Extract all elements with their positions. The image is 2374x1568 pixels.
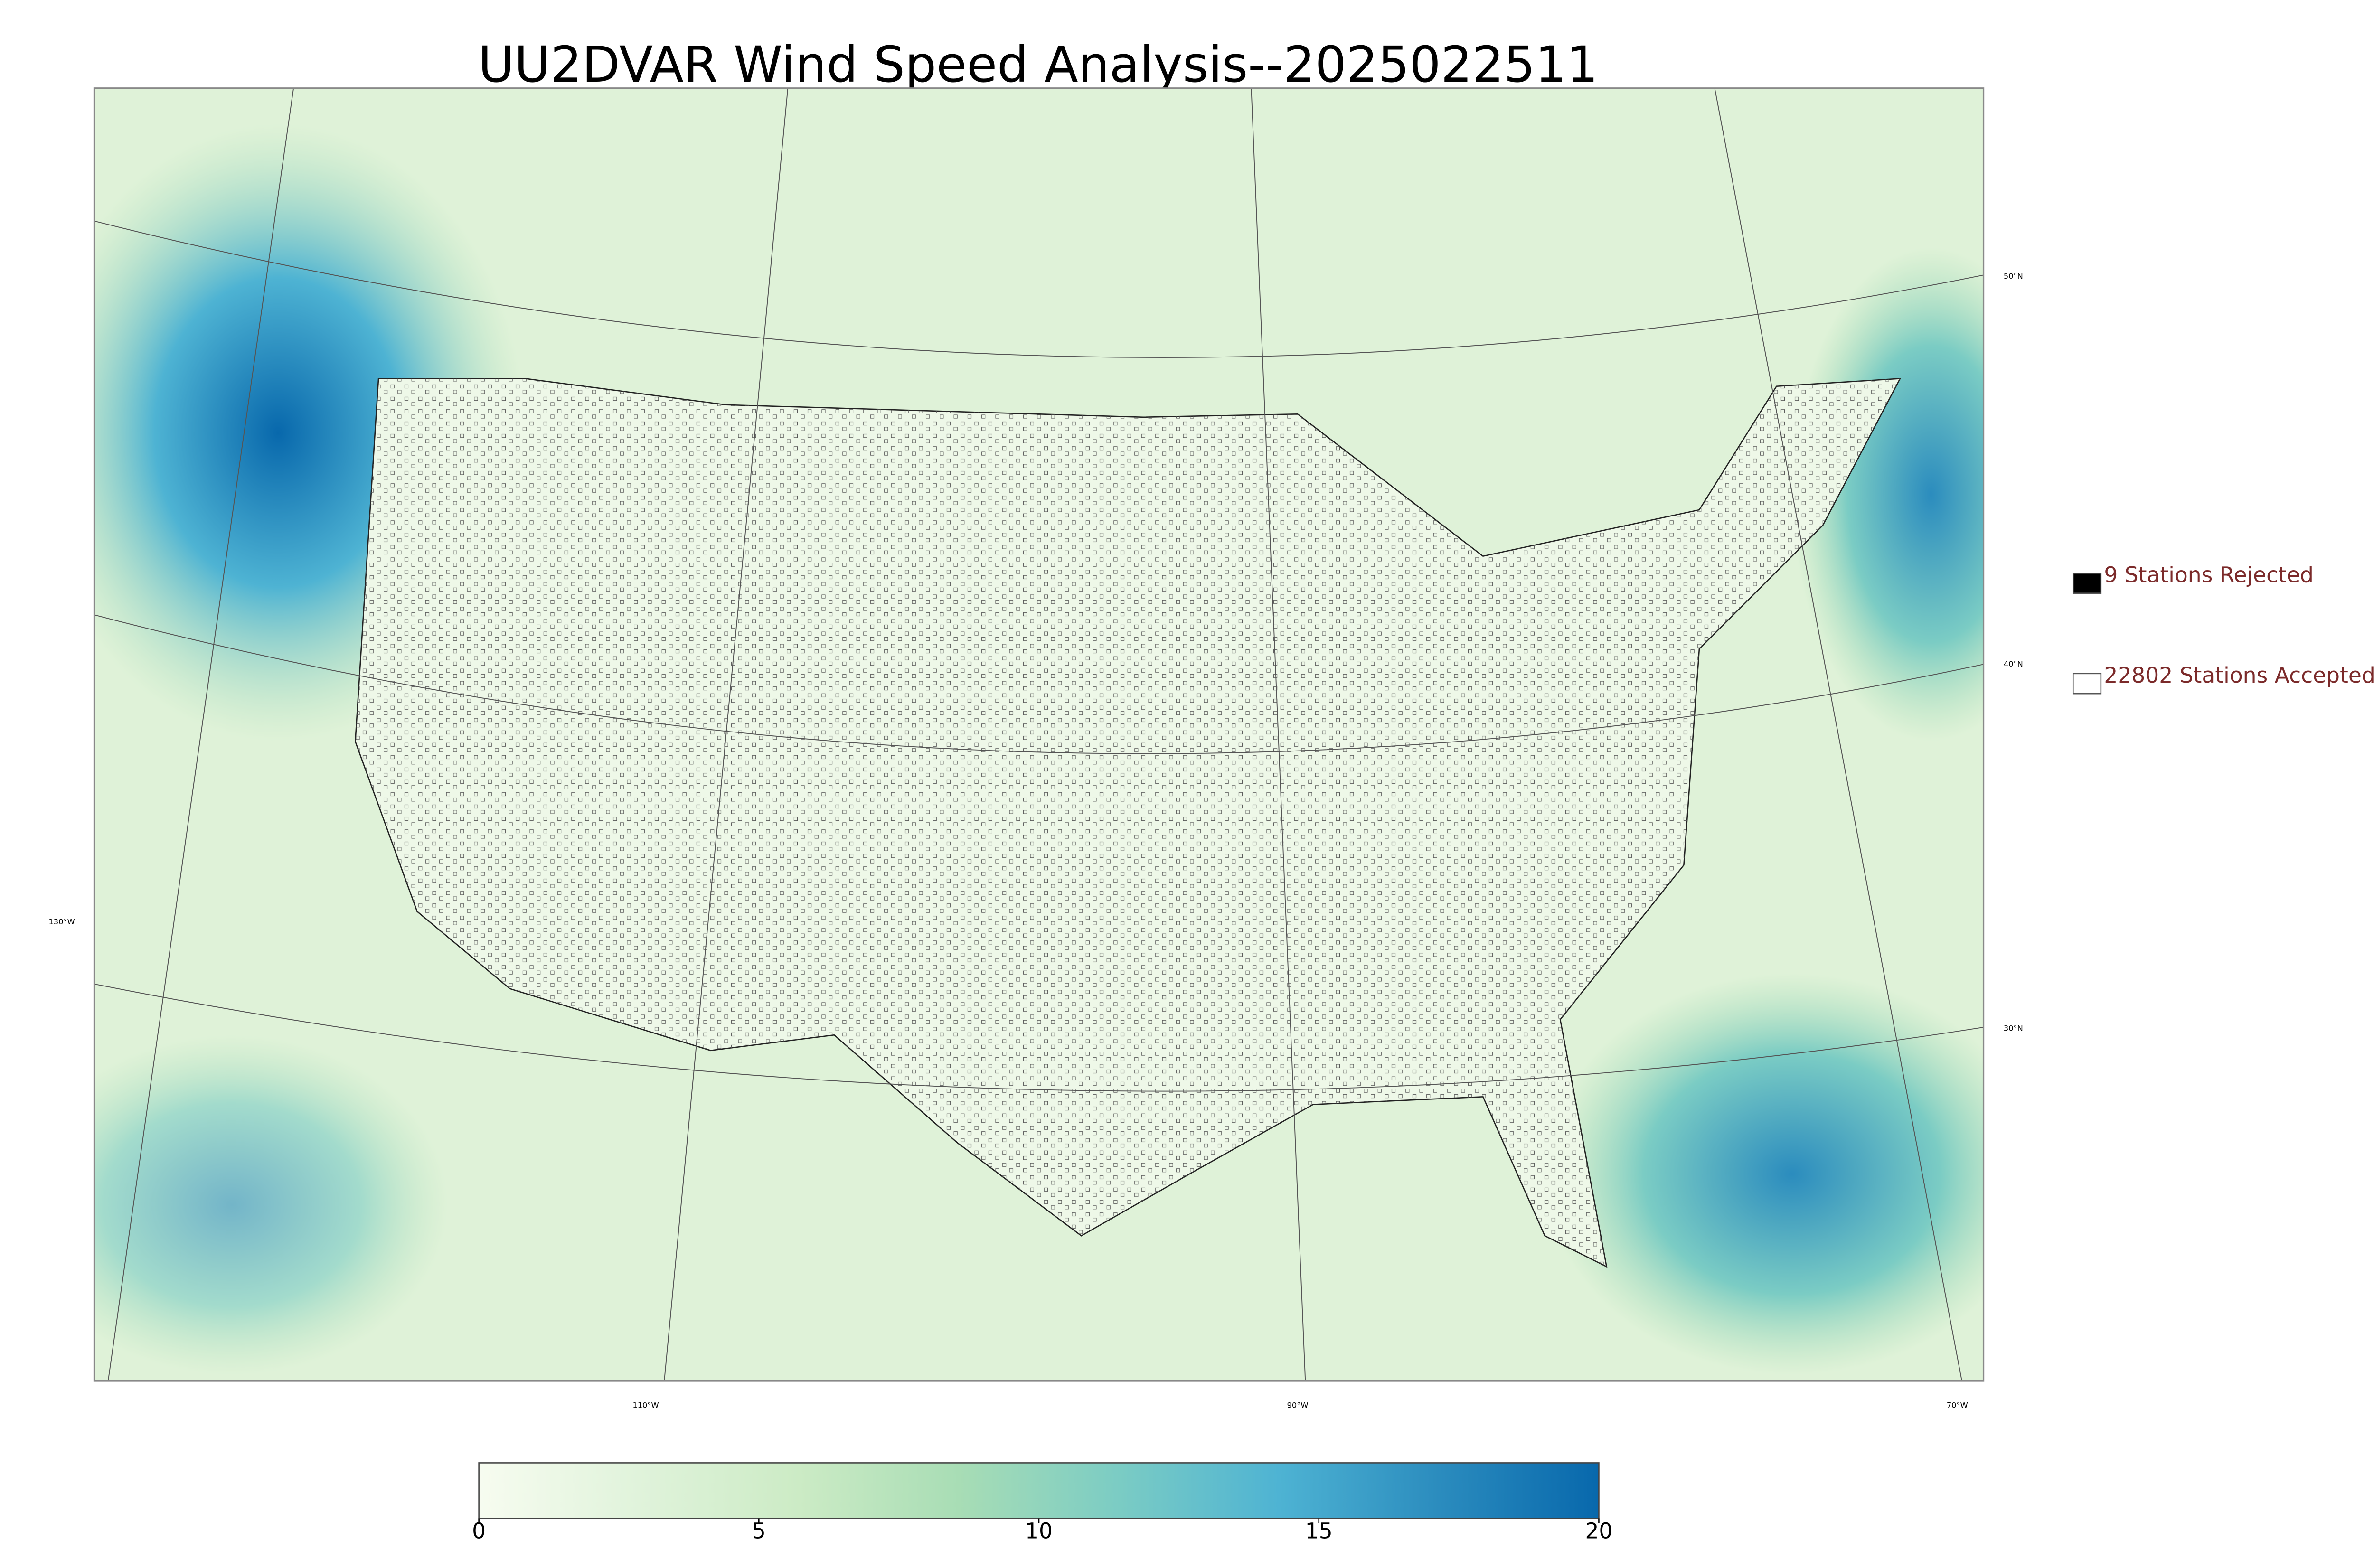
legend-swatch [2072,573,2102,594]
lon-label: 90°W [1287,1401,1309,1410]
map [94,88,1984,1381]
title: UU2DVAR Wind Speed Analysis--2025022511 [478,36,1598,94]
lon-label: 130°W [49,917,75,926]
graticule-labels: 50°N 40°N 30°N 130°W 110°W 90°W 70°W [49,272,2023,1409]
lat-label: 50°N [2004,272,2023,281]
stations [355,378,1900,1267]
legend: 9 Stations Rejected 22802 Stations Accept… [2072,562,2374,695]
colorbar-tick-label: 0 [472,1518,486,1543]
colorbar-fill [478,1462,1600,1519]
legend-label: 9 Stations Rejected [2104,562,2314,587]
lon-label: 70°W [1947,1401,1968,1410]
lon-label: 110°W [632,1401,659,1410]
wind-field [1792,247,1984,742]
colorbar: 0 5 10 15 20 [472,1462,1612,1543]
colorbar-tick-label: 20 [1585,1518,1612,1543]
legend-label: 22802 Stations Accepted [2104,663,2374,688]
wind-field [1545,973,1984,1375]
colorbar-tick-label: 5 [752,1518,766,1543]
legend-swatch [2072,673,2102,695]
colorbar-tick-label: 10 [1025,1518,1053,1543]
lat-label: 40°N [2004,659,2023,668]
lat-label: 30°N [2004,1024,2023,1033]
wind-field [94,1035,448,1375]
graticule [94,88,1984,1381]
colorbar-tick-label: 15 [1305,1518,1333,1543]
map-frame [93,87,1985,1382]
